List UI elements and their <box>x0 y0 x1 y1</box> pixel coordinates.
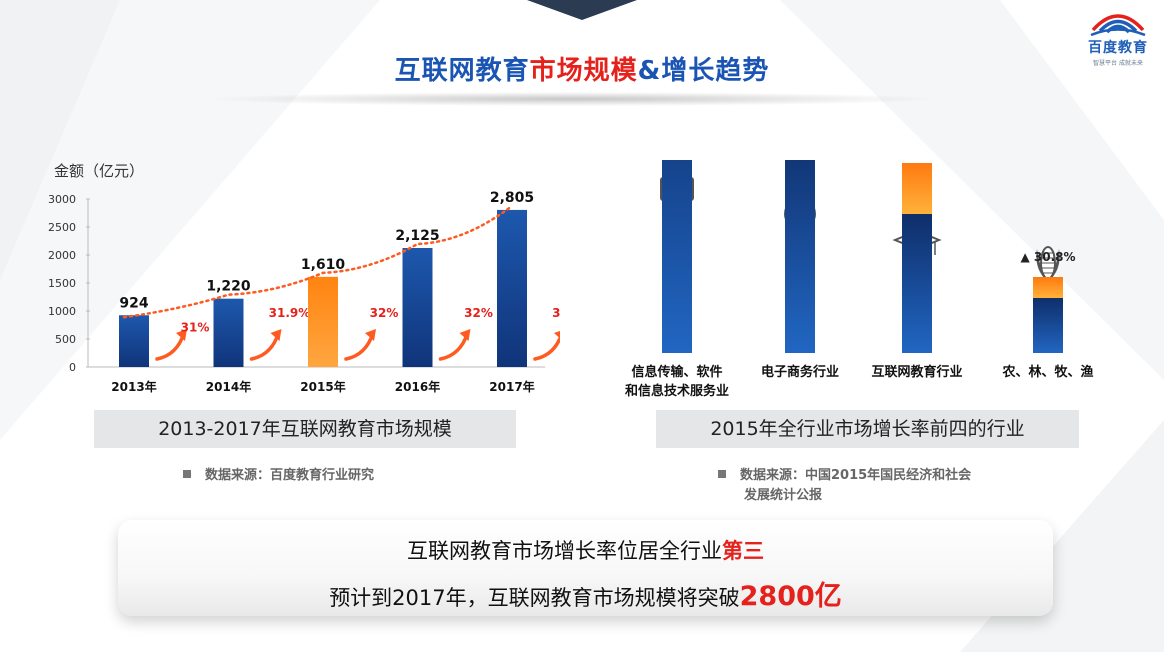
growth-rate-label: 33.5% <box>552 306 560 320</box>
logo-name: 百度教育 <box>1088 40 1148 56</box>
bullet-square-icon <box>718 470 726 478</box>
y-tick-label: 1500 <box>48 277 76 290</box>
industry-growth-caption: 2015年全行业市场增长率前四的行业 <box>656 410 1079 448</box>
growth-arrow-icon <box>155 331 186 361</box>
title-underline-shadow <box>212 92 932 106</box>
corn-icon <box>1036 246 1060 280</box>
growth-bar-top <box>902 163 932 214</box>
growth-arrow-icon <box>438 331 470 361</box>
bar-value-label: 1,220 <box>206 279 251 295</box>
bar-value-label: 2,125 <box>395 228 439 244</box>
bar-2016年 <box>402 248 433 367</box>
title-part-2: 市场规模 <box>529 56 638 86</box>
summary-line-1-highlight: 第三 <box>722 539 764 563</box>
trend-line <box>122 204 514 319</box>
growth-arrowhead-icon <box>459 329 471 341</box>
growth-arrowhead-icon <box>554 330 560 339</box>
growth-bar-base <box>785 160 815 353</box>
growth-arrowhead-icon <box>270 329 282 341</box>
growth-arrow-icon <box>533 333 560 361</box>
industry-label-line2: 和信息技术服务业 <box>625 383 729 399</box>
bar-2013年 <box>119 315 149 367</box>
industry-label: 互联网教育行业 <box>871 364 962 380</box>
industry-source-line2: 发展统计公报 <box>744 488 823 503</box>
growth-bar-top <box>1033 277 1063 298</box>
summary-line-1-text: 互联网教育市场增长率位居全行业 <box>407 539 722 563</box>
y-tick-label: 0 <box>69 361 76 374</box>
baidu-education-logo: 百度教育 智慧平台 成就未来 <box>1078 8 1158 74</box>
x-tick-label: 2013年 <box>111 379 156 394</box>
y-tick-label: 1000 <box>48 305 76 318</box>
corn-leaf <box>1036 249 1046 279</box>
industry-source-line1: 数据来源：中国2015年国民经济和社会 <box>740 468 972 483</box>
summary-box: 互联网教育市场增长率位居全行业第三 预计到2017年，互联网教育市场规模将突破2… <box>118 520 1053 616</box>
bar-value-label: 1,610 <box>301 257 346 273</box>
industry-label: 信息传输、软件 <box>631 364 722 380</box>
growth-rate-label: 31.9% <box>269 306 311 320</box>
summary-line-1: 互联网教育市场增长率位居全行业第三 <box>118 535 1053 565</box>
growth-bar-base <box>1033 298 1063 353</box>
title-part-3: &增长趋势 <box>637 56 770 86</box>
x-tick-label: 2014年 <box>206 379 251 394</box>
growth-value-label: ▲ 30.8% <box>1020 250 1075 264</box>
market-size-caption: 2013-2017年互联网教育市场规模 <box>94 410 516 448</box>
y-tick-label: 2000 <box>48 249 76 262</box>
growth-arrow-icon <box>249 331 281 361</box>
top-notch-decoration <box>527 0 637 20</box>
growth-bar-base <box>662 160 692 353</box>
bar-2014年 <box>213 298 244 367</box>
growth-rate-label: 32% <box>464 306 493 320</box>
logo-slogan: 智慧平台 成就未来 <box>1093 60 1143 67</box>
growth-rate-label: 31% <box>181 320 210 334</box>
corn-leaf <box>1050 249 1060 279</box>
growth-rate-label: 32% <box>370 306 399 320</box>
bullet-square-icon <box>183 470 191 478</box>
summary-line-2-text: 预计到2017年，互联网教育市场规模将突破 <box>329 586 740 610</box>
industry-growth-source: 数据来源：中国2015年国民经济和社会 发展统计公报 <box>718 466 1078 506</box>
growth-arrowhead-icon <box>176 329 187 341</box>
market-size-source-text: 数据来源：百度教育行业研究 <box>205 468 375 483</box>
bar-2017年 <box>497 209 527 367</box>
summary-line-2: 预计到2017年，互联网教育市场规模将突破2800亿 <box>118 574 1053 613</box>
market-size-bar-chart: 金额（亿元） 0 500 1000 1500 2000 2500 3000 924 2013年 31… <box>48 162 560 394</box>
y-tick-label: 3000 <box>48 193 76 206</box>
y-tick-label: 2500 <box>48 221 76 234</box>
growth-bar-base <box>902 214 932 353</box>
bar-2015年 <box>308 276 338 367</box>
market-size-source: 数据来源：百度教育行业研究 <box>183 466 374 486</box>
y-tick-label: 500 <box>55 333 76 346</box>
growth-arrow-icon <box>344 331 375 361</box>
bar-value-label: 2,805 <box>490 190 534 206</box>
x-tick-label: 2016年 <box>395 379 440 394</box>
x-tick-label: 2017年 <box>489 379 534 394</box>
x-tick-label: 2015年 <box>300 379 345 394</box>
title-part-1: 互联网教育 <box>394 56 530 86</box>
bar-value-label: 924 <box>119 295 148 311</box>
industry-label: 农、林、牧、渔 <box>1001 364 1093 380</box>
industry-label: 电子商务行业 <box>761 364 839 380</box>
logo-signal-icon <box>1090 14 1146 36</box>
y-axis-label: 金额（亿元） <box>54 162 144 180</box>
page-title: 互联网教育市场规模&增长趋势 <box>0 50 1164 87</box>
summary-line-2-highlight: 2800亿 <box>739 581 842 612</box>
growth-arrowhead-icon <box>365 329 376 341</box>
